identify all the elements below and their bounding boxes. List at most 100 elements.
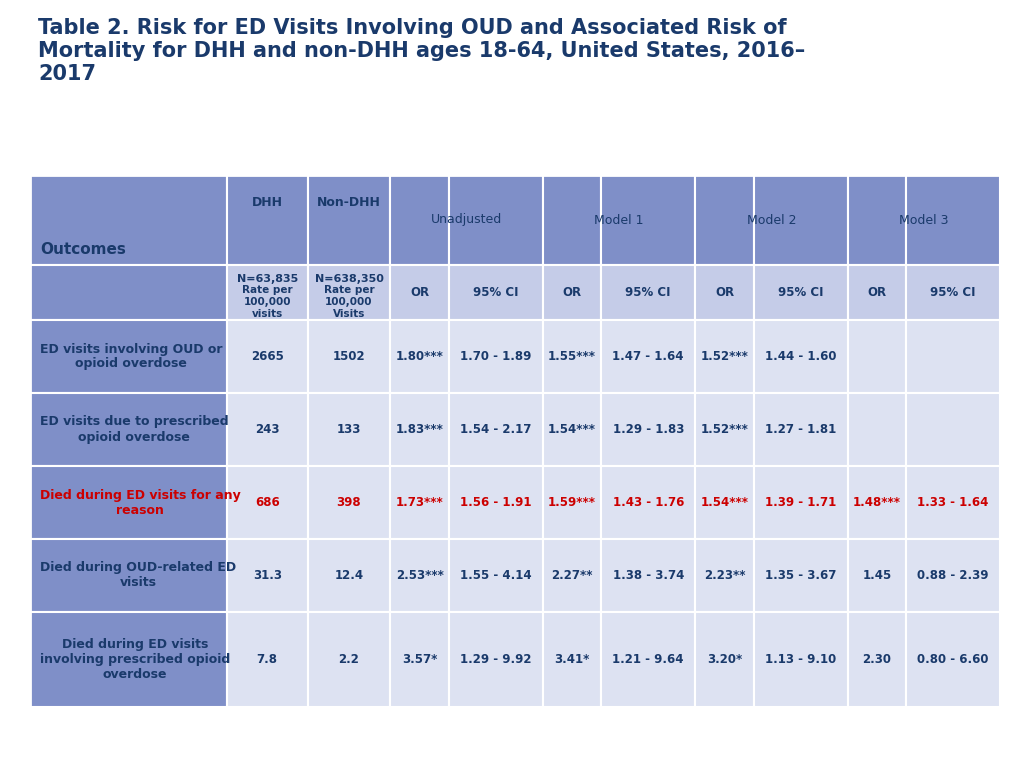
Bar: [30, 393, 227, 466]
Text: 1.47 - 1.64: 1.47 - 1.64: [612, 350, 684, 363]
Bar: [754, 265, 848, 320]
Text: 1.55 - 4.14: 1.55 - 4.14: [460, 569, 531, 582]
Bar: [390, 320, 449, 393]
Text: OR: OR: [867, 286, 887, 299]
Text: Non-DHH: Non-DHH: [317, 197, 381, 210]
Bar: [848, 393, 906, 466]
Bar: [754, 466, 848, 539]
Text: Unadjusted: Unadjusted: [431, 214, 502, 227]
Text: 1.33 - 1.64: 1.33 - 1.64: [918, 496, 989, 509]
Text: 2.53***: 2.53***: [395, 569, 443, 582]
Text: 1.21 - 9.64: 1.21 - 9.64: [612, 653, 684, 666]
Text: 2.2: 2.2: [339, 653, 359, 666]
Bar: [30, 175, 227, 265]
Bar: [848, 265, 906, 320]
Text: 398: 398: [337, 496, 361, 509]
Bar: [307, 393, 390, 466]
Bar: [601, 320, 695, 393]
Bar: [307, 539, 390, 612]
Text: 1.45: 1.45: [862, 569, 892, 582]
Text: 95% CI: 95% CI: [473, 286, 518, 299]
Text: 1.29 - 9.92: 1.29 - 9.92: [460, 653, 531, 666]
Bar: [30, 539, 227, 612]
Text: 1.35 - 3.67: 1.35 - 3.67: [765, 569, 837, 582]
Text: 31.3: 31.3: [253, 569, 282, 582]
Text: 2.23**: 2.23**: [703, 569, 745, 582]
Bar: [695, 320, 754, 393]
Bar: [30, 320, 227, 393]
Bar: [449, 320, 543, 393]
Text: 2.30: 2.30: [862, 653, 891, 666]
Bar: [227, 175, 307, 265]
Text: N=63,835: N=63,835: [237, 274, 298, 284]
Text: Model 3: Model 3: [899, 214, 948, 227]
Bar: [906, 265, 1000, 320]
Bar: [695, 466, 754, 539]
Bar: [601, 466, 695, 539]
Bar: [906, 612, 1000, 707]
Bar: [390, 539, 449, 612]
Bar: [307, 175, 390, 265]
Text: 3.20*: 3.20*: [707, 653, 742, 666]
Text: 1.38 - 3.74: 1.38 - 3.74: [612, 569, 684, 582]
Text: 1.80***: 1.80***: [395, 350, 443, 363]
Bar: [449, 393, 543, 466]
Bar: [543, 612, 601, 707]
Bar: [227, 320, 307, 393]
Text: Rate per
100,000
visits: Rate per 100,000 visits: [242, 286, 293, 319]
Bar: [390, 393, 449, 466]
Bar: [695, 539, 754, 612]
Text: 243: 243: [255, 423, 280, 436]
Bar: [906, 393, 1000, 466]
Text: Model 1: Model 1: [594, 214, 644, 227]
Text: 1.83***: 1.83***: [395, 423, 443, 436]
Bar: [227, 265, 307, 320]
Bar: [307, 320, 390, 393]
Text: Died during ED visits
involving prescribed opioid
overdose: Died during ED visits involving prescrib…: [40, 638, 230, 681]
Bar: [390, 466, 449, 539]
Bar: [695, 393, 754, 466]
Text: Table 2. Risk for ED Visits Involving OUD and Associated Risk of
Mortality for D: Table 2. Risk for ED Visits Involving OU…: [38, 18, 805, 84]
Text: 1.48***: 1.48***: [853, 496, 901, 509]
Bar: [30, 265, 227, 320]
Bar: [543, 320, 601, 393]
Text: 1.29 - 1.83: 1.29 - 1.83: [612, 423, 684, 436]
Bar: [543, 539, 601, 612]
Bar: [390, 265, 449, 320]
Text: 1.27 - 1.81: 1.27 - 1.81: [765, 423, 837, 436]
Bar: [227, 539, 307, 612]
Text: 1.70 - 1.89: 1.70 - 1.89: [460, 350, 531, 363]
Bar: [695, 612, 754, 707]
Bar: [906, 539, 1000, 612]
Text: 2.27**: 2.27**: [551, 569, 593, 582]
Text: 1.73***: 1.73***: [395, 496, 443, 509]
Text: 3.57*: 3.57*: [402, 653, 437, 666]
Text: 0.80 - 6.60: 0.80 - 6.60: [918, 653, 989, 666]
Bar: [601, 539, 695, 612]
Bar: [390, 612, 449, 707]
Bar: [543, 175, 601, 265]
Text: 95% CI: 95% CI: [931, 286, 976, 299]
Text: 1502: 1502: [333, 350, 366, 363]
Bar: [906, 466, 1000, 539]
Bar: [449, 175, 543, 265]
Text: N=638,350: N=638,350: [314, 274, 383, 284]
Text: 1.54***: 1.54***: [548, 423, 596, 436]
Text: OR: OR: [410, 286, 429, 299]
Bar: [307, 265, 390, 320]
Text: DHH: DHH: [252, 197, 283, 210]
Bar: [601, 393, 695, 466]
Text: 1.44 - 1.60: 1.44 - 1.60: [765, 350, 837, 363]
Text: 95% CI: 95% CI: [778, 286, 823, 299]
Bar: [848, 539, 906, 612]
Bar: [754, 175, 848, 265]
Text: OR: OR: [562, 286, 582, 299]
Text: 1.52***: 1.52***: [700, 350, 749, 363]
Bar: [543, 466, 601, 539]
Bar: [543, 265, 601, 320]
Text: 95% CI: 95% CI: [626, 286, 671, 299]
Bar: [227, 393, 307, 466]
Bar: [906, 320, 1000, 393]
Bar: [754, 393, 848, 466]
Bar: [906, 175, 1000, 265]
